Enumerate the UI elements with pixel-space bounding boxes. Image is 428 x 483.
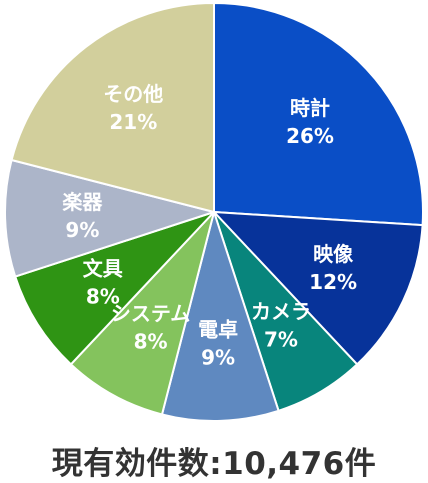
active-count-text: 現有効件数:10,476件 xyxy=(51,446,377,482)
pie-slices xyxy=(4,2,424,422)
slice-percent-4: 9% xyxy=(201,346,235,370)
pie-slice-6 xyxy=(14,211,215,366)
slice-label-2: 映像 xyxy=(313,242,354,266)
slice-percent-1: 26% xyxy=(286,124,334,148)
slice-percent-7: 9% xyxy=(65,218,99,242)
pie-slice-8 xyxy=(10,2,215,213)
slice-label-4: 電卓 xyxy=(198,318,238,342)
slice-label-7: 楽器 xyxy=(62,190,103,214)
slice-percent-3: 7% xyxy=(264,327,298,351)
pie-slice-7 xyxy=(4,159,215,278)
slice-label-1: 時計 xyxy=(290,96,330,120)
slice-percent-2: 12% xyxy=(309,270,357,294)
pie-slice-4 xyxy=(161,211,280,422)
pie-slice-2 xyxy=(213,211,424,366)
slice-label-8: その他 xyxy=(103,82,163,106)
slice-percent-5: 8% xyxy=(134,329,168,353)
pie-slice-1 xyxy=(213,2,424,227)
slice-percent-6: 8% xyxy=(86,285,120,309)
pie-slice-5 xyxy=(69,211,215,416)
slice-percent-8: 21% xyxy=(109,110,157,134)
slice-label-5: システム xyxy=(111,301,190,325)
slice-label-3: カメラ xyxy=(251,299,311,323)
slice-label-6: 文具 xyxy=(83,257,123,281)
